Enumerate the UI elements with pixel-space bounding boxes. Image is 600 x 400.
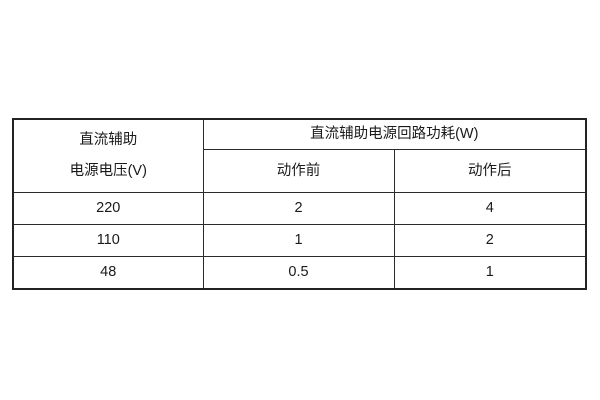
header-voltage-line2: 电源电压(V) bbox=[69, 162, 147, 179]
table-header-row-secondary: 动作前 动作后 bbox=[13, 149, 587, 193]
cell-after-action: 2 bbox=[393, 224, 587, 257]
header-cell-after-action: 动作后 bbox=[393, 149, 587, 193]
table-row: 110 1 2 bbox=[12, 224, 587, 257]
cell-voltage: 110 bbox=[12, 224, 204, 257]
header-cell-power-consumption: 直流辅助电源回路功耗(W) bbox=[202, 118, 587, 151]
table-header-row-primary: 直流辅助 电源电压(V) 直流辅助电源回路功耗(W) bbox=[12, 118, 587, 193]
table-row: 48 0.5 1 bbox=[12, 256, 587, 290]
header-voltage-line1: 直流辅助 bbox=[79, 132, 138, 149]
cell-after-action: 4 bbox=[393, 192, 587, 225]
table-row: 220 2 4 bbox=[12, 192, 587, 225]
cell-voltage: 220 bbox=[12, 192, 204, 225]
header-cell-voltage: 直流辅助 电源电压(V) bbox=[12, 118, 204, 193]
cell-before-action: 1 bbox=[202, 224, 395, 257]
cell-before-action: 2 bbox=[202, 192, 395, 225]
cell-after-action: 1 bbox=[393, 256, 587, 290]
power-consumption-table: 直流辅助 电源电压(V) 直流辅助电源回路功耗(W) 动作前 动作后 220 2… bbox=[12, 118, 587, 290]
cell-before-action: 0.5 bbox=[202, 256, 395, 290]
header-cell-before-action: 动作前 bbox=[202, 149, 395, 193]
cell-voltage: 48 bbox=[12, 256, 204, 290]
